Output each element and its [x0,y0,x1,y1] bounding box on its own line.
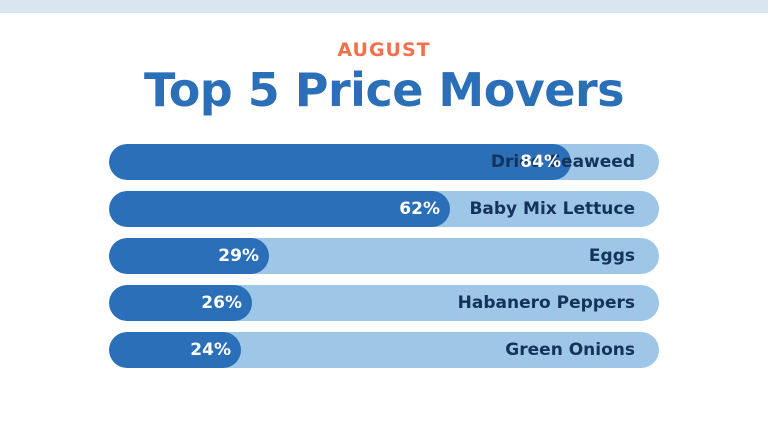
category-label: Dried Seaweed [490,152,635,172]
category-label: Eggs [588,246,635,266]
category-label: Green Onions [505,340,635,360]
bar-row: Eggs 29% [109,238,659,274]
bar [109,332,241,368]
bar [109,238,269,274]
category-label: Habanero Peppers [457,293,635,313]
bar-row: Green Onions 24% [109,332,659,368]
value-label: 29% [218,246,259,266]
bar [109,144,571,180]
value-label: 84% [520,152,561,172]
chart-title: Top 5 Price Movers [143,63,625,117]
category-label: Baby Mix Lettuce [469,199,635,219]
bar-row: Habanero Peppers 26% [109,285,659,321]
chart-kicker: AUGUST [337,39,431,61]
bar [109,285,252,321]
bar-row: Baby Mix Lettuce 62% [109,191,659,227]
value-label: 26% [201,293,242,313]
bar-row: Dried Seaweed 84% [109,144,659,180]
top-band [0,0,768,13]
value-label: 62% [399,199,440,219]
value-label: 24% [190,340,231,360]
bar-chart: Dried Seaweed 84% Baby Mix Lettuce 62% Eggs 2… [109,144,659,379]
bar [109,191,450,227]
